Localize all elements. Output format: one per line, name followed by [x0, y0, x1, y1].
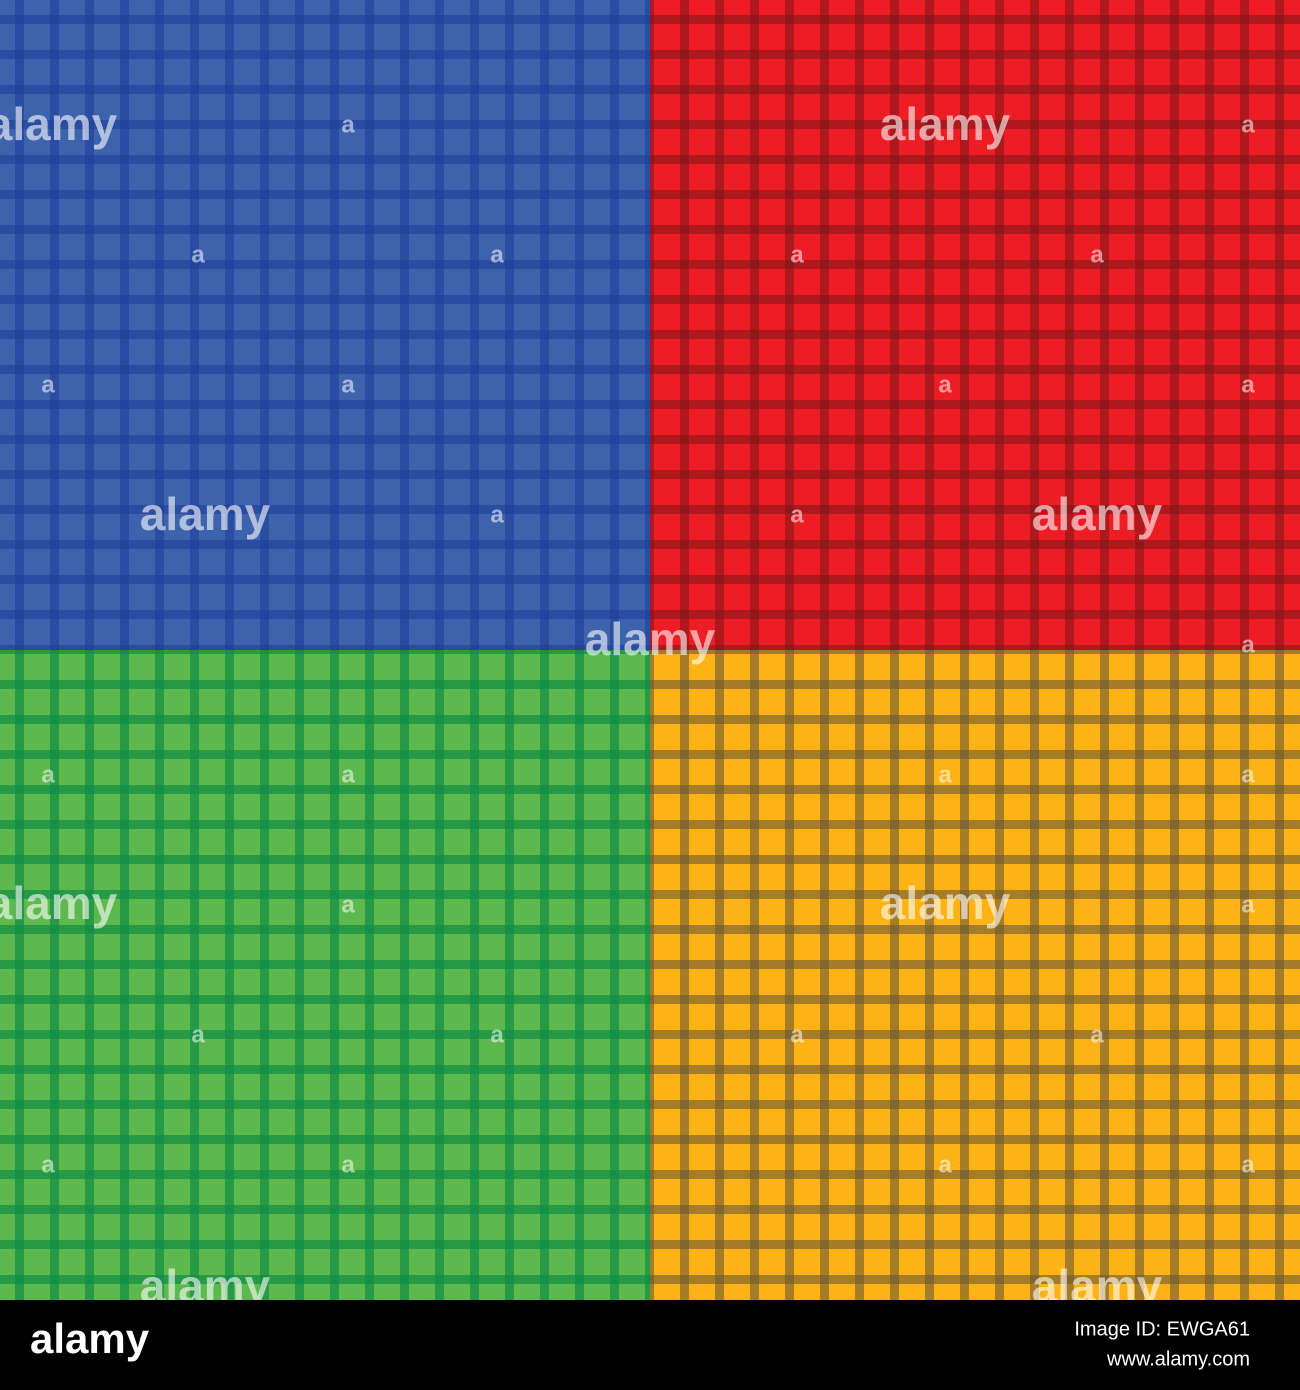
- watermark-mark: a: [1241, 631, 1255, 658]
- footer-url: www.alamy.com: [1106, 1348, 1250, 1370]
- green-plaid: [0, 650, 650, 1300]
- watermark-mark: a: [341, 111, 355, 138]
- watermark-mark: a: [490, 501, 504, 528]
- watermark-mark: a: [41, 371, 55, 398]
- watermark-logo: alamy: [140, 488, 271, 540]
- yellow-plaid: [650, 650, 1300, 1300]
- watermark-mark: a: [938, 761, 952, 788]
- red-plaid: [650, 0, 1300, 650]
- watermark-mark: a: [938, 1151, 952, 1178]
- watermark-mark: a: [1090, 1021, 1104, 1048]
- watermark-mark: a: [1090, 241, 1104, 268]
- watermark-mark: a: [1241, 761, 1255, 788]
- watermark-logo: alamy: [0, 98, 118, 150]
- watermark-mark: a: [41, 761, 55, 788]
- watermark-mark: a: [790, 241, 804, 268]
- watermark-mark: a: [191, 1021, 205, 1048]
- watermark-logo: alamy: [0, 877, 118, 929]
- watermark-mark: a: [938, 371, 952, 398]
- watermark-logo: alamy: [880, 98, 1011, 150]
- watermark-mark: a: [1241, 371, 1255, 398]
- image-id: Image ID: EWGA61: [1074, 1318, 1250, 1340]
- watermark-mark: a: [1241, 111, 1255, 138]
- watermark-logo: alamy: [1032, 488, 1163, 540]
- watermark-mark: a: [1241, 1151, 1255, 1178]
- watermark-mark: a: [341, 891, 355, 918]
- watermark-mark: a: [191, 241, 205, 268]
- watermark-logo: alamy: [880, 877, 1011, 929]
- watermark-mark: a: [341, 1151, 355, 1178]
- watermark-mark: a: [341, 371, 355, 398]
- watermark-mark: a: [790, 1021, 804, 1048]
- watermark-mark: a: [1241, 891, 1255, 918]
- blue-plaid: [0, 0, 650, 650]
- watermark-mark: a: [341, 761, 355, 788]
- footer-bar: [0, 1300, 1300, 1390]
- watermark-mark: a: [41, 1151, 55, 1178]
- watermark-mark: a: [490, 241, 504, 268]
- watermark-mark: a: [490, 1021, 504, 1048]
- watermark-mark: a: [790, 501, 804, 528]
- watermark-logo: alamy: [585, 613, 716, 665]
- footer-logo: alamy: [30, 1315, 150, 1362]
